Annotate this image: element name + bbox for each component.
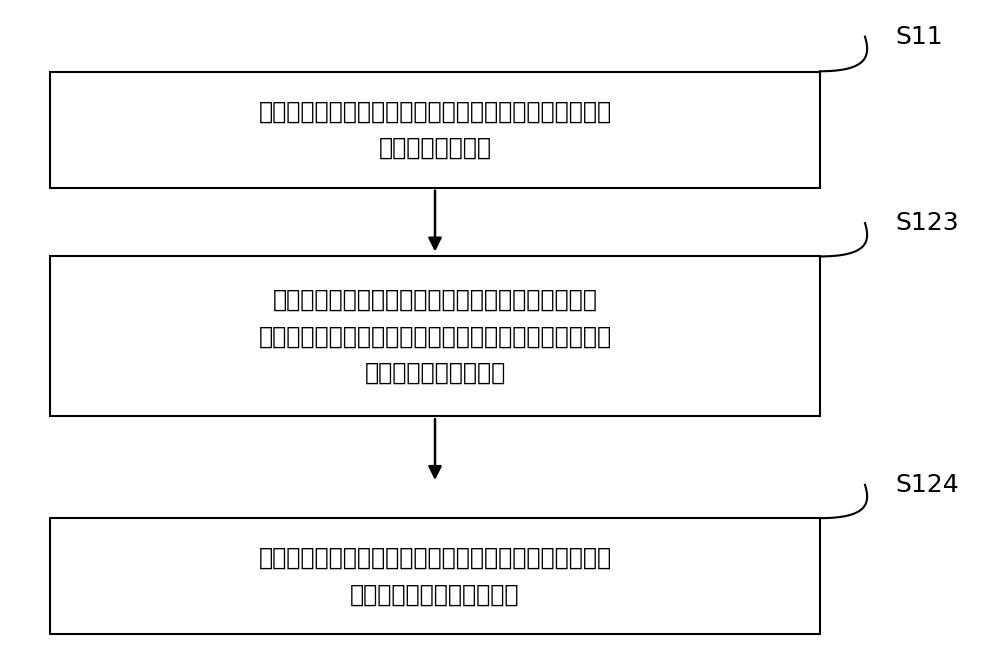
Text: 态切换到接收状态: 态切换到接收状态	[378, 136, 492, 161]
Text: 当计时时长达到预设时长时，开启所述串口的接收功能，: 当计时时长达到预设时长时，开启所述串口的接收功能，	[258, 545, 612, 570]
FancyBboxPatch shape	[50, 71, 820, 188]
Text: S124: S124	[895, 473, 959, 497]
Text: 发送状态切换到接收状态的总线驱动器对应终端内串口的: 发送状态切换到接收状态的总线驱动器对应终端内串口的	[258, 324, 612, 348]
Text: 以便接收总线上的有效数据: 以便接收总线上的有效数据	[350, 582, 520, 607]
Text: 接收功能，并开始计时: 接收功能，并开始计时	[364, 361, 506, 385]
Text: 当总线驱动器由发送状态切换到接收状态时，关闭由: 当总线驱动器由发送状态切换到接收状态时，关闭由	[273, 288, 597, 312]
Text: 当待发送的数据发送完时，控制所述总线驱动器从发送状: 当待发送的数据发送完时，控制所述总线驱动器从发送状	[258, 99, 612, 124]
Text: S123: S123	[895, 211, 959, 235]
Text: S11: S11	[895, 25, 943, 49]
FancyBboxPatch shape	[50, 518, 820, 634]
FancyBboxPatch shape	[50, 256, 820, 416]
